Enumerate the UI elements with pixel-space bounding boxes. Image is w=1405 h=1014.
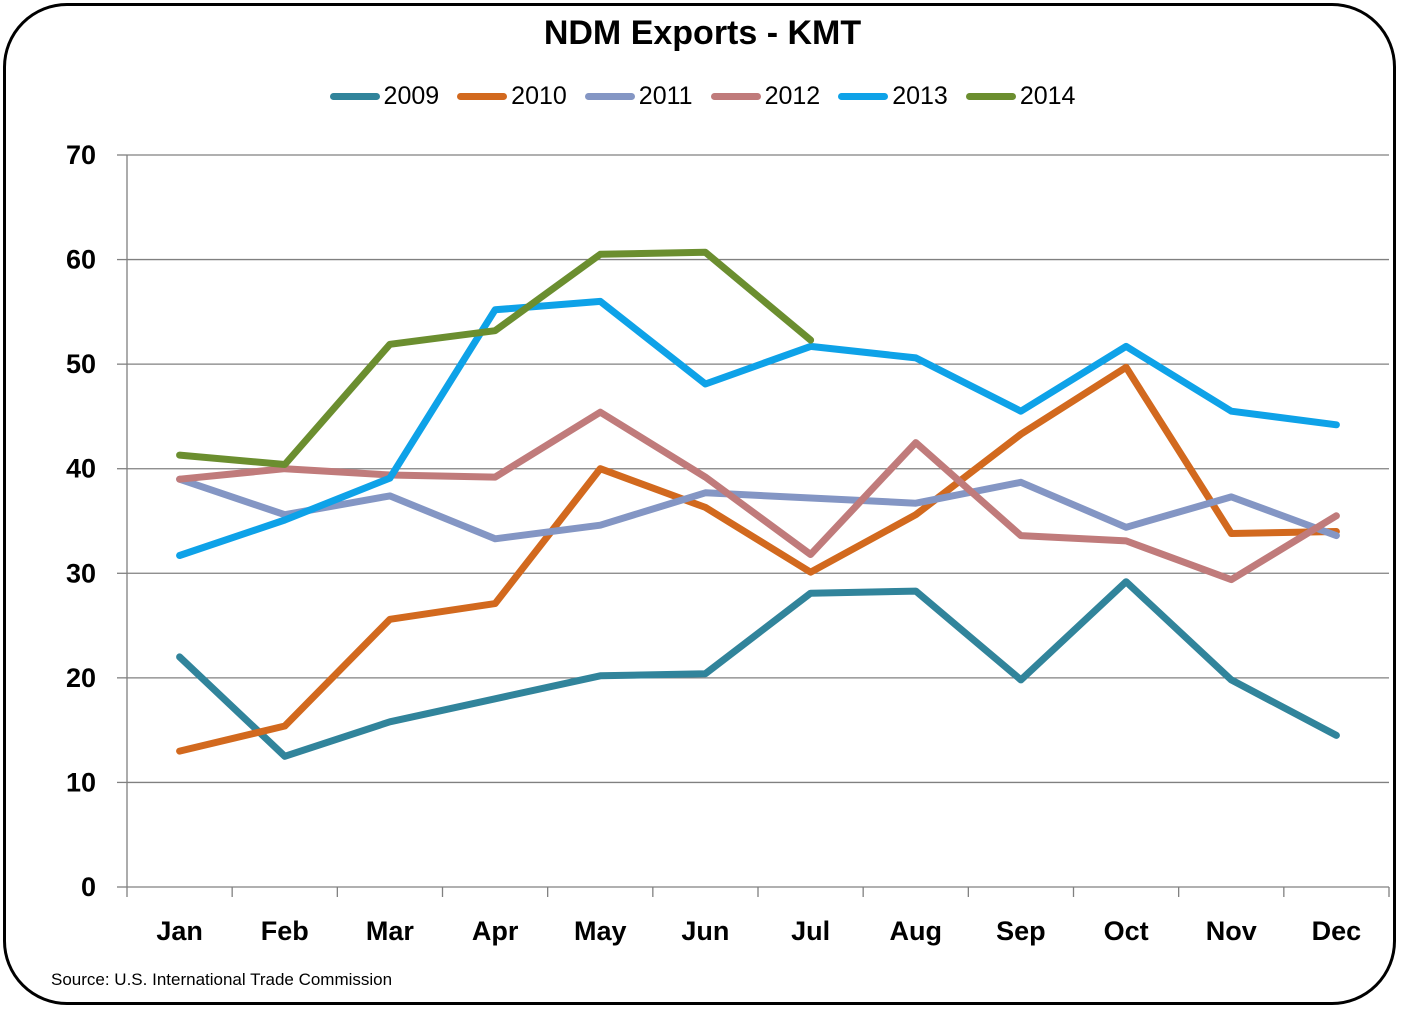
y-tick-label: 40 (66, 454, 96, 484)
x-tick-label: Dec (1312, 916, 1362, 946)
source-note: Source: U.S. International Trade Commiss… (51, 970, 393, 989)
x-tick-label: Aug (890, 916, 942, 946)
x-tick-label: Jul (791, 916, 830, 946)
legend-entry-2013: 2013 (838, 82, 948, 111)
chart-legend: 2009 2010 2011 2012 2013 2014 (0, 82, 1405, 111)
legend-entry-2011: 2011 (584, 82, 693, 111)
legend-label: 2012 (764, 82, 821, 110)
legend-label: 2014 (1019, 82, 1076, 110)
series-line-2009 (176, 578, 1340, 760)
legend-swatch (457, 93, 508, 100)
legend-entry-2014: 2014 (965, 82, 1076, 111)
y-tick-label: 70 (66, 140, 96, 170)
y-tick-label: 20 (66, 663, 96, 693)
y-tick-label: 50 (66, 349, 96, 379)
y-tick-label: 60 (66, 245, 96, 275)
series-line-2011 (176, 475, 1340, 543)
x-tick-label: Nov (1206, 916, 1257, 946)
legend-label: 2013 (892, 82, 948, 110)
y-tick-label: 30 (66, 558, 96, 588)
x-tick-label: Feb (261, 916, 309, 946)
legend-entry-2012: 2012 (710, 82, 821, 111)
legend-label: 2009 (383, 82, 440, 110)
series-line-2012 (176, 408, 1340, 584)
legend-swatch (838, 93, 889, 100)
legend-label: 2010 (511, 82, 567, 110)
series-line-2010 (176, 363, 1340, 755)
y-tick-label: 0 (81, 872, 96, 902)
legend-label: 2011 (638, 82, 693, 110)
x-tick-label: Jan (156, 916, 203, 946)
series-line-2014 (176, 248, 815, 468)
x-tick-label: Mar (366, 916, 415, 946)
legend-swatch (710, 93, 761, 100)
x-tick-label: Jun (681, 916, 729, 946)
x-tick-label: Sep (996, 916, 1046, 946)
legend-entry-2009: 2009 (329, 82, 440, 111)
legend-swatch (584, 93, 635, 100)
legend-swatch (329, 93, 380, 100)
x-tick-label: May (574, 916, 627, 946)
x-tick-label: Apr (472, 916, 519, 946)
y-tick-label: 10 (66, 767, 96, 797)
legend-entry-2010: 2010 (457, 82, 567, 111)
x-tick-label: Oct (1104, 916, 1149, 946)
chart-title: NDM Exports - KMT (543, 14, 862, 52)
series-line-2013 (176, 297, 1340, 559)
legend-swatch (965, 93, 1016, 100)
